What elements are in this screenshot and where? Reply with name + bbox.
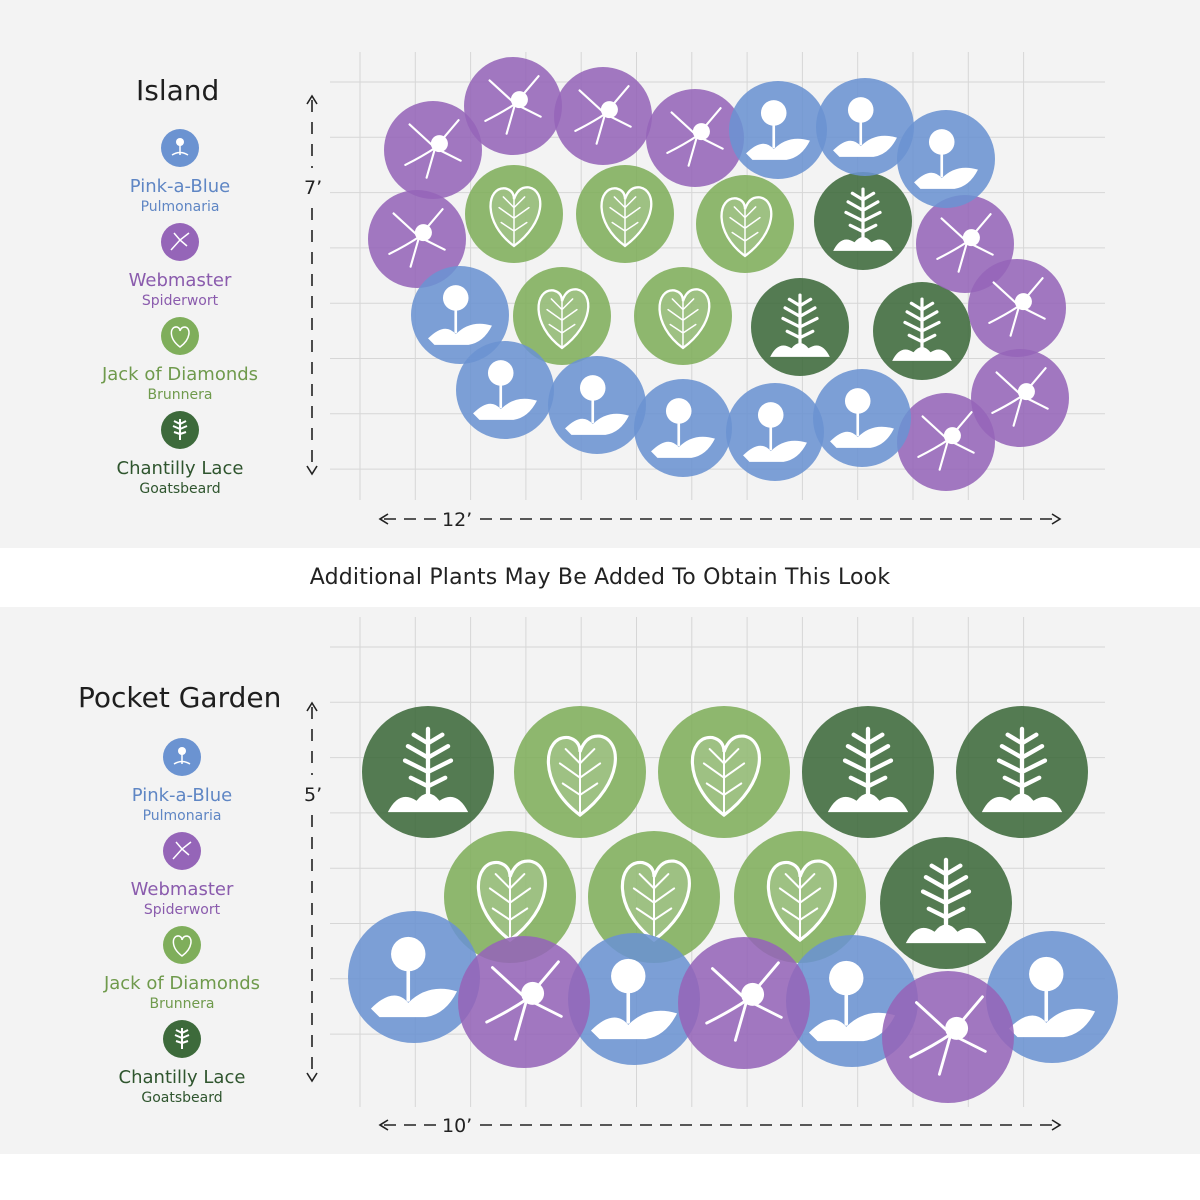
- plant-jack-of-diamonds: [444, 831, 576, 963]
- height-label: 7’: [304, 177, 322, 199]
- plant-jack-of-diamonds: [465, 165, 563, 263]
- width-label: 10’: [442, 1115, 472, 1137]
- plant-pink-a-blue: [726, 383, 824, 481]
- plant-webmaster: [646, 89, 744, 187]
- island-panel: Island Pink-a-Blue Pulmonaria Webmaster …: [0, 0, 1200, 548]
- plant-chantilly-lace: [751, 278, 849, 376]
- height-label: 5’: [304, 784, 322, 806]
- legend-name: Pink-a-Blue: [129, 176, 231, 197]
- legend-sub: Spiderwort: [143, 902, 221, 918]
- width-dimension: 10’: [378, 1115, 1062, 1137]
- legend-sub: Pulmonaria: [142, 808, 222, 824]
- brunnera-leaf-icon: [163, 926, 201, 964]
- goatsbeard-icon: [163, 1020, 201, 1058]
- legend-name: Webmaster: [130, 879, 234, 900]
- plant-jack-of-diamonds: [514, 706, 646, 838]
- plant-jack-of-diamonds: [588, 831, 720, 963]
- height-dimension: 7’: [304, 94, 322, 476]
- plant-webmaster: [464, 57, 562, 155]
- pulmonaria-icon: [163, 738, 201, 776]
- plant-webmaster: [882, 971, 1014, 1103]
- island-plan: 7’ 12’: [304, 52, 1105, 531]
- plant-chantilly-lace: [814, 172, 912, 270]
- plant-webmaster: [554, 67, 652, 165]
- legend-item-chantilly-lace: Chantilly Lace Goatsbeard: [80, 410, 280, 498]
- plant-jack-of-diamonds: [513, 267, 611, 365]
- spiderwort-icon: [161, 223, 199, 261]
- legend-name: Pink-a-Blue: [131, 785, 233, 806]
- plant-jack-of-diamonds: [634, 267, 732, 365]
- plant-pink-a-blue: [411, 266, 509, 364]
- plant-layout: [368, 57, 1069, 491]
- legend-item-jack-of-diamonds: Jack of Diamonds Brunnera: [80, 316, 280, 404]
- plant-webmaster: [384, 101, 482, 199]
- island-title: Island: [136, 74, 220, 107]
- plant-jack-of-diamonds: [734, 831, 866, 963]
- plant-pink-a-blue: [568, 933, 700, 1065]
- plant-pink-a-blue: [548, 356, 646, 454]
- plant-pink-a-blue: [986, 931, 1118, 1063]
- width-dimension: 12’: [378, 509, 1062, 531]
- banner-text: Additional Plants May Be Added To Obtain…: [309, 565, 891, 590]
- plant-chantilly-lace: [362, 706, 494, 838]
- plant-webmaster: [368, 190, 466, 288]
- plant-pink-a-blue: [813, 369, 911, 467]
- legend-sub: Brunnera: [147, 387, 213, 403]
- plant-pink-a-blue: [348, 911, 480, 1043]
- legend-item-chantilly-lace: Chantilly Lace Goatsbeard: [82, 1019, 282, 1107]
- plant-pink-a-blue: [634, 379, 732, 477]
- legend-sub: Goatsbeard: [141, 1090, 223, 1106]
- legend-name: Chantilly Lace: [116, 458, 244, 479]
- legend-sub: Goatsbeard: [139, 481, 221, 497]
- width-label: 12’: [442, 509, 472, 531]
- brunnera-leaf-icon: [161, 317, 199, 355]
- plant-webmaster: [968, 259, 1066, 357]
- plant-webmaster: [971, 349, 1069, 447]
- legend-name: Jack of Diamonds: [103, 973, 261, 994]
- plant-chantilly-lace: [956, 706, 1088, 838]
- plant-jack-of-diamonds: [658, 706, 790, 838]
- plant-webmaster: [678, 937, 810, 1069]
- plant-pink-a-blue: [729, 81, 827, 179]
- legend-item-jack-of-diamonds: Jack of Diamonds Brunnera: [82, 925, 282, 1013]
- plant-jack-of-diamonds: [696, 175, 794, 273]
- legend-item-pink-a-blue: Pink-a-Blue Pulmonaria: [82, 737, 282, 825]
- legend-name: Jack of Diamonds: [101, 364, 259, 385]
- legend-item-webmaster: Webmaster Spiderwort: [82, 831, 282, 919]
- pocket-garden-plan: 5’ 10’: [304, 617, 1118, 1137]
- legend-item-pink-a-blue: Pink-a-Blue Pulmonaria: [80, 128, 280, 216]
- pulmonaria-icon: [161, 129, 199, 167]
- plant-webmaster: [458, 936, 590, 1068]
- plant-jack-of-diamonds: [576, 165, 674, 263]
- legend-sub: Spiderwort: [141, 293, 219, 309]
- legend-sub: Brunnera: [149, 996, 215, 1012]
- legend-name: Webmaster: [128, 270, 232, 291]
- banner: Additional Plants May Be Added To Obtain…: [0, 548, 1200, 607]
- plant-pink-a-blue: [897, 110, 995, 208]
- plant-pink-a-blue: [816, 78, 914, 176]
- plant-chantilly-lace: [880, 837, 1012, 969]
- legend-name: Chantilly Lace: [118, 1067, 246, 1088]
- pocket-garden-panel: Pocket Garden Pink-a-Blue Pulmonaria Web…: [0, 607, 1200, 1154]
- legend-item-webmaster: Webmaster Spiderwort: [80, 222, 280, 310]
- plant-pink-a-blue: [456, 341, 554, 439]
- plant-webmaster: [897, 393, 995, 491]
- plant-chantilly-lace: [873, 282, 971, 380]
- pocket-garden-title: Pocket Garden: [78, 681, 282, 714]
- goatsbeard-icon: [161, 411, 199, 449]
- plant-layout: [348, 706, 1118, 1103]
- plant-chantilly-lace: [802, 706, 934, 838]
- legend-sub: Pulmonaria: [140, 199, 220, 215]
- spiderwort-icon: [163, 832, 201, 870]
- height-dimension: 5’: [304, 701, 322, 1083]
